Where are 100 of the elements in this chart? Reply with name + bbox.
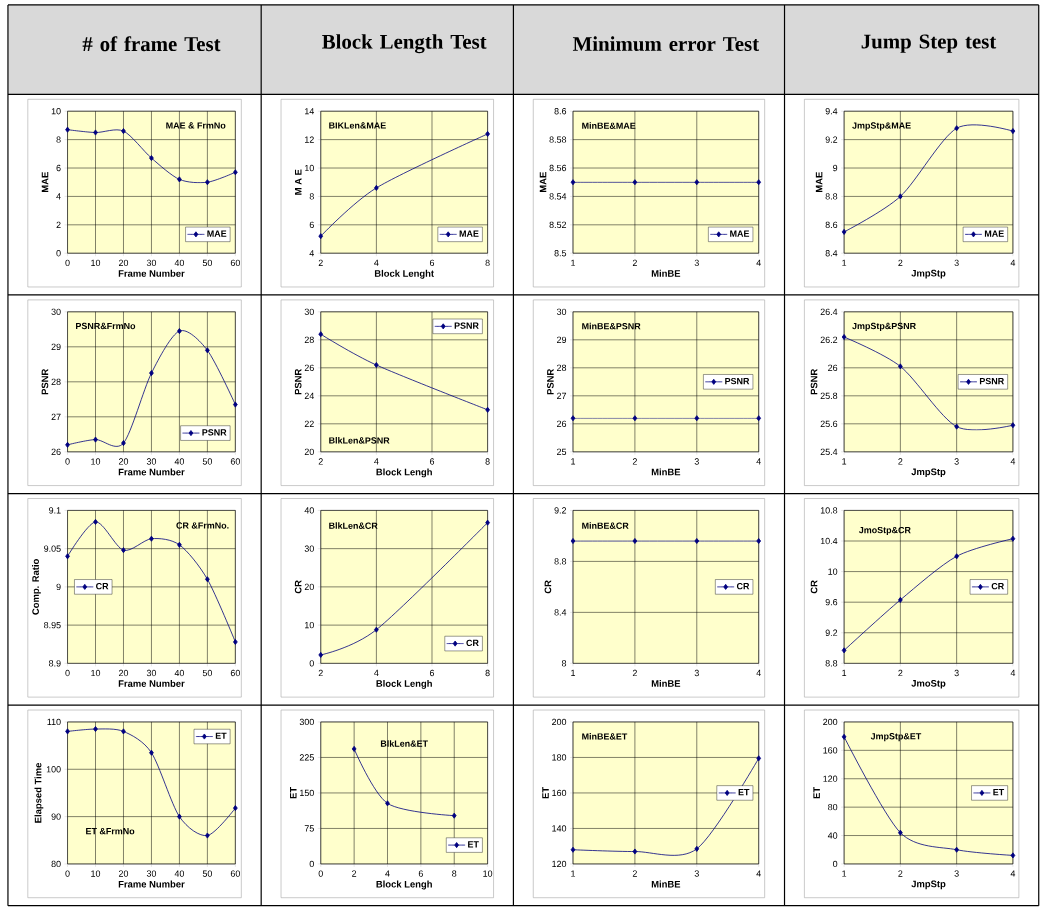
point [954, 846, 959, 853]
y-tick-label: 26 [557, 420, 567, 428]
y-tick-label: 180 [552, 754, 567, 761]
x-axis-title: JmpStp [911, 270, 946, 279]
x-tick-label: 8 [485, 458, 490, 465]
x-tick-label: 4 [374, 670, 379, 677]
x-tick-label: 2 [898, 870, 903, 877]
point [485, 519, 490, 526]
y-axis-title: CR [294, 580, 302, 594]
legend-label: MAE [730, 230, 750, 237]
legend-label: CR [96, 583, 109, 590]
point [318, 233, 324, 240]
point [121, 728, 126, 735]
x-tick-label: 8 [485, 670, 490, 677]
x-tick-label: 2 [632, 259, 637, 267]
x-tick-label: 3 [694, 670, 699, 677]
x-tick-label: 2 [318, 670, 323, 677]
x-tick-label: 10 [91, 458, 101, 465]
y-tick-label: 4 [309, 250, 315, 257]
legend-label: PSNR [454, 322, 479, 330]
point [485, 407, 490, 413]
y-tick-label: 10 [305, 622, 314, 629]
point [149, 749, 154, 756]
point [954, 553, 959, 560]
point [694, 846, 700, 853]
point [1010, 535, 1016, 542]
x-axis-title: Block Lengh [376, 680, 432, 690]
x-axis-title: Block Lenght [374, 270, 434, 279]
annotation: JmpStp&PSNR [852, 322, 916, 332]
point [65, 728, 70, 735]
y-tick-label: 27 [557, 392, 567, 400]
y-axis-title: Comp. Ratio [32, 559, 41, 615]
x-tick-label: 3 [954, 670, 959, 677]
point [1010, 128, 1016, 135]
y-tick-label: 120 [823, 775, 838, 783]
point [233, 169, 238, 176]
x-tick-label: 20 [118, 870, 129, 877]
x-axis-title: MinBE [651, 880, 681, 888]
annotation: MinBE&ET [582, 733, 628, 740]
y-tick-label: 0 [309, 660, 314, 667]
y-tick-label: 10.8 [820, 507, 838, 514]
x-tick-label: 2 [352, 870, 357, 877]
y-tick-label: 110 [47, 718, 61, 726]
x-tick-label: 1 [842, 259, 847, 267]
y-tick-label: 26 [51, 448, 61, 456]
x-tick-label: 30 [146, 458, 157, 465]
x-tick-label: 1 [571, 259, 576, 267]
x-tick-label: 3 [954, 870, 959, 877]
y-tick-label: 150 [300, 789, 314, 797]
y-axis-title: MAE [539, 172, 547, 193]
y-tick-label: 200 [552, 718, 567, 726]
point [898, 363, 903, 370]
point [841, 229, 847, 236]
x-tick-label: 10 [483, 870, 493, 877]
y-tick-label: 28 [51, 378, 61, 386]
y-tick-label: 8.54 [549, 193, 567, 200]
y-tick-label: 40 [827, 832, 838, 839]
y-tick-label: 14 [305, 108, 315, 115]
y-tick-label: 26 [828, 364, 838, 372]
legend-label: ET [993, 789, 1005, 796]
y-tick-label: 2 [56, 221, 61, 229]
y-tick-label: 28 [304, 336, 314, 344]
y-tick-label: 8.56 [549, 165, 567, 172]
annotation: CR &FrmNo. [176, 522, 229, 529]
y-tick-label: 30 [556, 308, 567, 316]
y-tick-label: 4 [56, 193, 61, 200]
y-tick-label: 200 [823, 718, 838, 726]
point [385, 800, 390, 807]
point [121, 440, 126, 447]
x-tick-label: 30 [146, 670, 157, 677]
y-tick-label: 9 [833, 165, 838, 172]
y-tick-label: 80 [51, 860, 61, 868]
point [233, 805, 238, 812]
x-tick-label: 50 [202, 458, 213, 465]
point [121, 547, 126, 554]
x-tick-label: 8 [485, 259, 490, 267]
point [898, 597, 903, 604]
x-tick-label: 1 [571, 458, 576, 465]
y-tick-label: 8.8 [825, 193, 838, 200]
y-axis-title: PSNR [810, 369, 818, 395]
point [65, 442, 70, 448]
x-tick-label: 6 [418, 870, 423, 877]
y-tick-label: 26.4 [820, 308, 838, 316]
point [898, 829, 903, 836]
y-tick-label: 8 [309, 193, 314, 200]
point [205, 576, 210, 583]
x-tick-label: 1 [571, 870, 576, 877]
y-tick-label: 8.8 [825, 660, 838, 667]
y-tick-label: 28 [557, 364, 567, 372]
y-tick-label: 8.6 [554, 108, 567, 115]
x-tick-label: 4 [756, 259, 761, 267]
y-tick-label: 30 [304, 545, 314, 553]
y-tick-label: 9.1 [49, 507, 61, 514]
y-tick-label: 8.9 [49, 660, 61, 667]
x-tick-label: 6 [429, 259, 435, 267]
x-tick-label: 0 [65, 458, 70, 465]
point [121, 128, 126, 135]
x-tick-label: 0 [65, 259, 70, 267]
x-tick-label: 40 [174, 259, 185, 267]
point [65, 553, 70, 560]
